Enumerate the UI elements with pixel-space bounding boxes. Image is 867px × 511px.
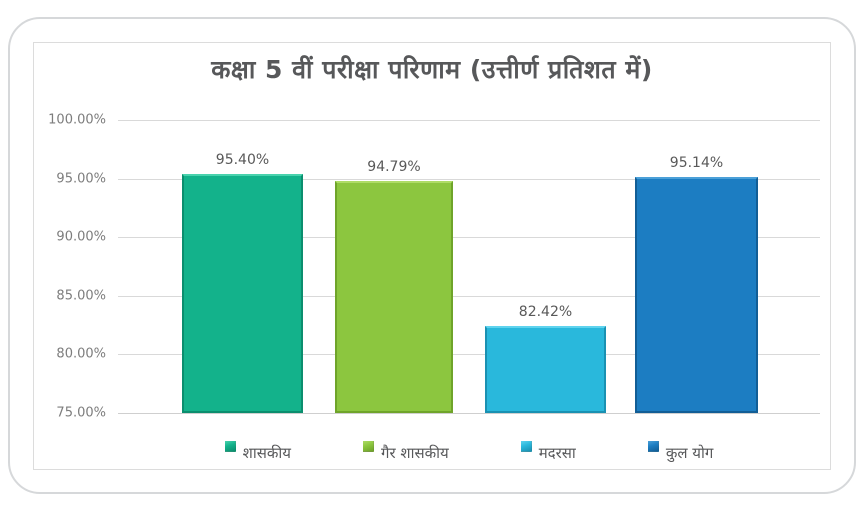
legend-item-madarsa: मदरसा [520,439,576,463]
bar-gair-shasakiya [335,181,453,413]
legend-item-kul-yog: कुल योग [647,439,714,463]
bar-value-label: 95.40% [215,151,270,168]
y-axis-tick-label: 80.00% [56,346,106,362]
gridline [118,354,820,356]
gridline [118,120,820,121]
gridline [118,237,820,239]
bar-value-label: 95.14% [669,155,724,171]
legend-label: कुल योग [665,444,714,462]
bar-kul-yog [635,177,758,413]
bar-group-madarsa: 82.42% [485,304,606,413]
legend-item-shasakiya: शासकीय [224,439,292,463]
legend-swatch-icon [363,441,375,452]
legend: शासकीय गैर शासकीय मदरसा कुल योग [118,439,820,463]
legend-swatch-icon [224,441,236,452]
y-axis-tick-label: 100.00% [48,112,106,128]
bar-group-shasakiya: 95.40% [182,152,303,413]
y-axis-tick-label: 75.00% [56,405,106,421]
y-axis: 100.00% 95.00% 90.00% 85.00% 80.00% 75.0… [28,113,106,421]
legend-swatch-icon [520,441,532,452]
legend-label: मदरसा [538,444,576,462]
bar-value-label: 94.79% [367,159,421,176]
bar-shasakiya [182,173,303,413]
gridline [118,413,820,414]
gridline [118,178,820,180]
bar-value-label: 82.42% [518,304,573,320]
plot-area: 95.40% 94.79% 82.42% 95.14% [118,120,820,414]
chart-title: कक्षा 5 वीं परीक्षा परिणाम (उत्तीर्ण प्र… [211,55,653,84]
legend-item-gair-shasakiya: गैर शासकीय [363,439,449,463]
y-axis-tick-label: 85.00% [56,288,106,304]
y-axis-tick-label: 90.00% [56,229,106,245]
legend-label: गैर शासकीय [381,444,449,462]
bar-group-gair-shasakiya: 94.79% [335,159,453,413]
gridline [118,295,820,297]
legend-label: शासकीय [242,444,292,462]
y-axis-tick-label: 95.00% [56,171,106,187]
legend-swatch-icon [647,441,659,452]
bar-madarsa [485,326,606,413]
bar-group-kul-yog: 95.14% [635,155,758,413]
